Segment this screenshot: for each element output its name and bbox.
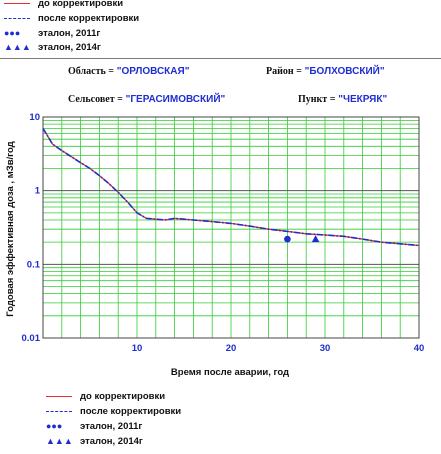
selsovet-label: Сельсовет = [68,94,123,105]
legend-item-after: после корректировки [2,12,139,24]
rayon-label: Район = [266,66,302,77]
divider [0,58,441,59]
punkt-label: Пункт = [298,94,336,105]
triangle-markers-symbol: ▲▲▲ [4,42,31,52]
legend-item-before: до корректировки [2,0,123,9]
oblast-field: Область = "ОРЛОВСКАЯ" [68,66,189,77]
legend-label: эталон, 2014г [80,435,143,447]
red-line-symbol [2,0,30,9]
legend-label: эталон, 2011г [80,420,143,432]
x-tick-label: 10 [132,343,143,354]
series-after-line [42,127,420,247]
selsovet-value: "ГЕРАСИМОВСКИЙ" [125,94,226,105]
triangle-markers-symbol: ▲▲▲ [46,436,73,446]
red-line-symbol [44,390,72,402]
plot-frame [42,116,420,339]
etalon-markers [284,235,320,243]
legend-label: до корректировки [80,390,166,402]
legend-label: эталон, 2014г [38,41,101,53]
etalon-2014-marker [311,235,320,243]
rayon-value: "БОЛХОВСКИЙ" [304,66,385,77]
legend-item-etalon-2014: ▲▲▲ эталон, 2014г [44,435,143,447]
y-tick-label: 10 [29,112,40,123]
x-tick-label: 20 [226,343,237,354]
oblast-label: Область = [68,66,114,77]
blue-dashdot-symbol [2,12,30,24]
y-tick-label: 1 [35,186,41,197]
y-tick-label: 0.1 [27,259,41,270]
circle-markers-symbol: ●●● [46,421,63,431]
grid [43,117,419,338]
x-axis-label: Время после аварии, год [171,367,289,378]
legend-item-after: после корректировки [44,405,181,417]
legend-label: после корректировки [80,405,182,417]
selsovet-field: Сельсовет = "ГЕРАСИМОВСКИЙ" [68,94,225,105]
legend-item-etalon-2011: ●●● эталон, 2011г [44,420,142,432]
legend-item-etalon-2011: ●●● эталон, 2011г [2,27,100,39]
legend-label: эталон, 2011г [38,27,101,39]
legend-item-before: до корректировки [44,390,165,402]
circle-markers-symbol: ●●● [4,28,21,38]
legend-item-etalon-2014: ▲▲▲ эталон, 2014г [2,41,101,53]
punkt-value: "ЧЕКРЯК" [338,94,388,105]
y-axis-label: Годовая эффективная доза , мЗв/год [5,141,16,316]
y-tick-label: 0.01 [22,333,41,344]
punkt-field: Пункт = "ЧЕКРЯК" [298,94,387,105]
rayon-field: Район = "БОЛХОВСКИЙ" [266,66,385,77]
legend-label: до корректировки [38,0,124,9]
x-tick-label: 40 [414,343,425,354]
legend-label: после корректировки [38,12,140,24]
blue-dashdot-symbol [44,405,72,417]
etalon-2011-marker [284,235,291,243]
oblast-value: "ОРЛОВСКАЯ" [116,66,190,77]
tick-labels: 10 20 30 40 0.01 0.1 1 10 [22,112,425,354]
x-tick-label: 30 [320,343,331,354]
